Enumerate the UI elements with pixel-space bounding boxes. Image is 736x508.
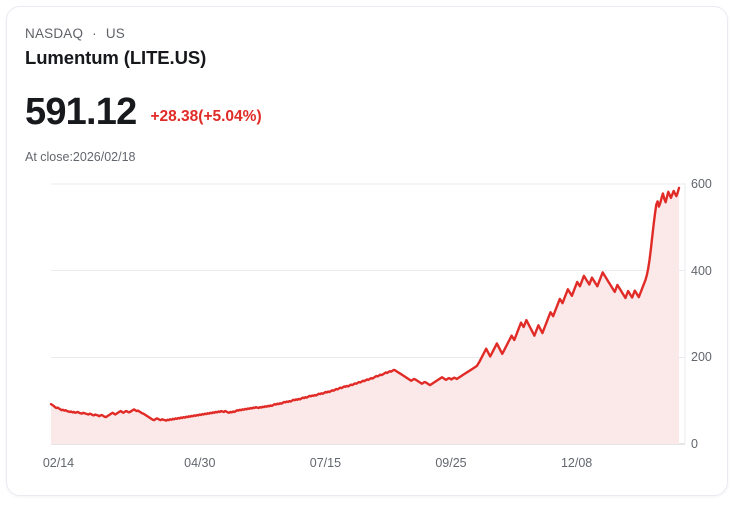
- price-chart-svg: [49, 183, 686, 445]
- current-price: 591.12: [25, 91, 137, 133]
- region-label: US: [105, 26, 125, 41]
- stock-quote-card: NASDAQ · US Lumentum (LITE.US) 591.12 +2…: [6, 6, 728, 496]
- quote-header: NASDAQ · US Lumentum (LITE.US) 591.12 +2…: [25, 25, 709, 166]
- y-axis-tick-label: 200: [691, 350, 712, 365]
- price-chart[interactable]: 0 200 400 600 02/14 04/30 07/15 09/25 12/08: [7, 167, 727, 487]
- price-line: [49, 186, 681, 422]
- y-axis-tick-label: 0: [691, 437, 698, 451]
- price-area-fill: [51, 187, 679, 444]
- exchange-label: NASDAQ: [25, 26, 84, 41]
- at-close-timestamp: At close:2026/02/18: [25, 150, 136, 164]
- x-axis-tick-label: 09/25: [435, 456, 467, 470]
- page-title: Lumentum (LITE.US): [25, 47, 207, 68]
- y-axis-tick-label: 600: [691, 177, 712, 191]
- x-axis-tick-label: 12/08: [560, 456, 593, 470]
- exchange-region-line: NASDAQ · US: [25, 25, 709, 43]
- y-axis-tick-label: 400: [691, 263, 712, 278]
- x-axis-tick-label: 07/15: [309, 456, 342, 470]
- x-axis-tick-label: 04/30: [184, 456, 216, 470]
- separator-dot: ·: [92, 26, 97, 41]
- price-change: +28.38(+5.04%): [150, 108, 262, 125]
- price-row: 591.12 +28.38(+5.04%): [25, 91, 709, 133]
- x-axis-tick-label: 02/14: [42, 456, 75, 470]
